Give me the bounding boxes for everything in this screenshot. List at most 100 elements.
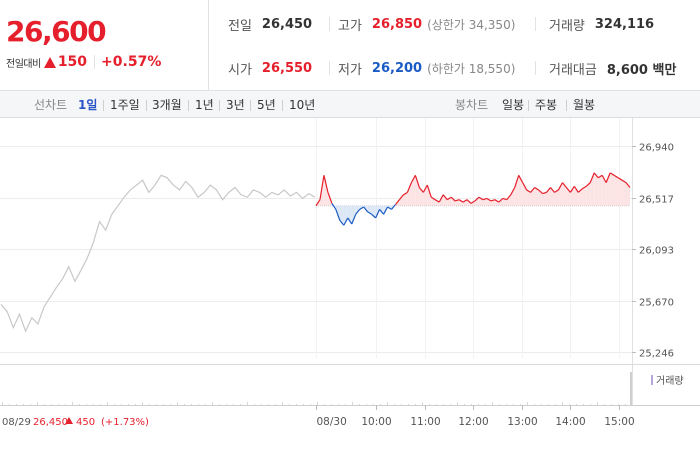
divider — [219, 100, 220, 111]
divider — [188, 100, 189, 111]
candle-tab-monthly[interactable]: 월봉 — [573, 98, 596, 112]
price-line-segment — [359, 206, 365, 210]
price-line-segment — [597, 174, 603, 179]
area-fill — [411, 175, 416, 206]
area-fill — [498, 198, 503, 206]
footer-change-pct: (+1.73%) — [101, 417, 149, 428]
price-line-segment — [550, 187, 555, 193]
volume-bar — [261, 404, 262, 405]
volume-bar — [625, 404, 626, 405]
divider — [528, 100, 529, 111]
candle-tab-weekly[interactable]: 주봉 — [535, 98, 558, 112]
area-fill — [526, 189, 531, 206]
price-line-segment — [557, 182, 563, 191]
price-line-segment — [418, 187, 424, 193]
x-tick-label: 13:00 — [507, 416, 537, 428]
area-fill — [399, 194, 404, 206]
volume-bar — [373, 404, 374, 405]
volume-bar — [16, 404, 17, 405]
period-tab-3y[interactable]: 3년 — [226, 98, 245, 112]
price-line-segment — [450, 196, 456, 202]
volume-bar — [135, 404, 136, 405]
price-line-segment — [454, 199, 460, 202]
volume-bar — [443, 404, 444, 405]
volume-bar — [205, 404, 206, 405]
volume-bar — [394, 404, 395, 405]
divider — [146, 100, 147, 111]
period-tab-3m[interactable]: 3개월 — [152, 98, 182, 112]
period-tab-5y[interactable]: 5년 — [257, 98, 276, 112]
volume-bar — [555, 404, 556, 405]
volume-bar — [44, 404, 45, 405]
volume-bar — [149, 404, 150, 405]
price-line-segment — [534, 186, 539, 191]
price-line-segment — [438, 194, 444, 203]
price-line-segment — [530, 187, 536, 193]
volume-bar — [471, 404, 472, 405]
low-label: 저가 — [338, 63, 362, 78]
price-line-segment — [327, 192, 333, 204]
volume-bar — [576, 404, 577, 405]
area-fill — [622, 180, 627, 206]
divider — [535, 17, 536, 31]
divider — [94, 55, 96, 69]
volume-bar — [86, 404, 87, 405]
upper-limit: (상한가 34,350) — [427, 18, 516, 32]
footer-close: 26,450 — [33, 417, 68, 428]
area-fill — [614, 175, 619, 206]
price-line-segment — [609, 172, 615, 176]
high-value: 26,850 — [371, 17, 423, 32]
trade-value-label: 거래대금 — [549, 63, 597, 78]
price-line-segment — [406, 182, 412, 193]
volume-bar — [107, 402, 108, 405]
price-line-segment — [577, 188, 583, 193]
change-amount: 150 — [57, 54, 88, 70]
volume-bar — [72, 402, 73, 405]
price-line-segment — [347, 217, 353, 225]
price-line-segment — [573, 185, 579, 193]
price-line-segment — [561, 182, 567, 188]
price-line-segment — [410, 175, 416, 183]
price-line-segment — [379, 209, 385, 215]
volume-value: 324,116 — [594, 17, 655, 32]
volume-bar — [142, 402, 143, 405]
volume-bar — [630, 372, 632, 405]
area-fill — [343, 205, 348, 226]
x-tick-label: 10:00 — [361, 416, 391, 428]
area-fill — [618, 177, 623, 206]
open-label: 시가 — [228, 63, 252, 78]
prev-close-label: 전일 — [228, 19, 252, 34]
area-fill — [427, 185, 432, 206]
current-price: 26,600 — [6, 15, 107, 48]
quote-panel: 26,600 전일대비 150 +0.57% 전일 26,450 고가 26,8… — [0, 0, 700, 91]
trade-value-cell: 거래대금 8,600 백만 — [549, 59, 676, 78]
volume-bar — [254, 404, 255, 405]
area-fill — [598, 175, 603, 206]
volume-bar — [289, 404, 290, 405]
area-fill — [534, 187, 539, 206]
volume-bar — [58, 404, 59, 405]
trade-value: 8,600 백만 — [606, 63, 677, 78]
volume-bar — [240, 404, 241, 405]
price-line-segment — [331, 203, 337, 210]
period-tab-1w[interactable]: 1주일 — [110, 98, 140, 112]
area-fill — [423, 185, 428, 206]
price-line-segment — [323, 175, 329, 193]
area-fill — [506, 194, 511, 206]
price-line-segment — [605, 172, 611, 183]
volume-bar — [611, 404, 612, 405]
volume-bar — [492, 402, 493, 405]
y-tick-label: 26,940 — [639, 143, 674, 154]
volume-bar — [478, 404, 479, 405]
price-line-segment — [585, 182, 591, 187]
price-line-segment — [315, 199, 321, 207]
price-line-segment — [502, 197, 507, 201]
price-line-segment — [426, 184, 432, 198]
price-line-segment — [474, 196, 480, 202]
price-line-segment — [414, 175, 420, 188]
low-value: 26,200 — [371, 61, 423, 76]
period-tab-1d[interactable]: 1일 — [78, 98, 98, 112]
period-tab-10y[interactable]: 10년 — [289, 98, 316, 112]
candle-tab-daily[interactable]: 일봉 — [502, 98, 525, 112]
period-tab-1y[interactable]: 1년 — [195, 98, 214, 112]
